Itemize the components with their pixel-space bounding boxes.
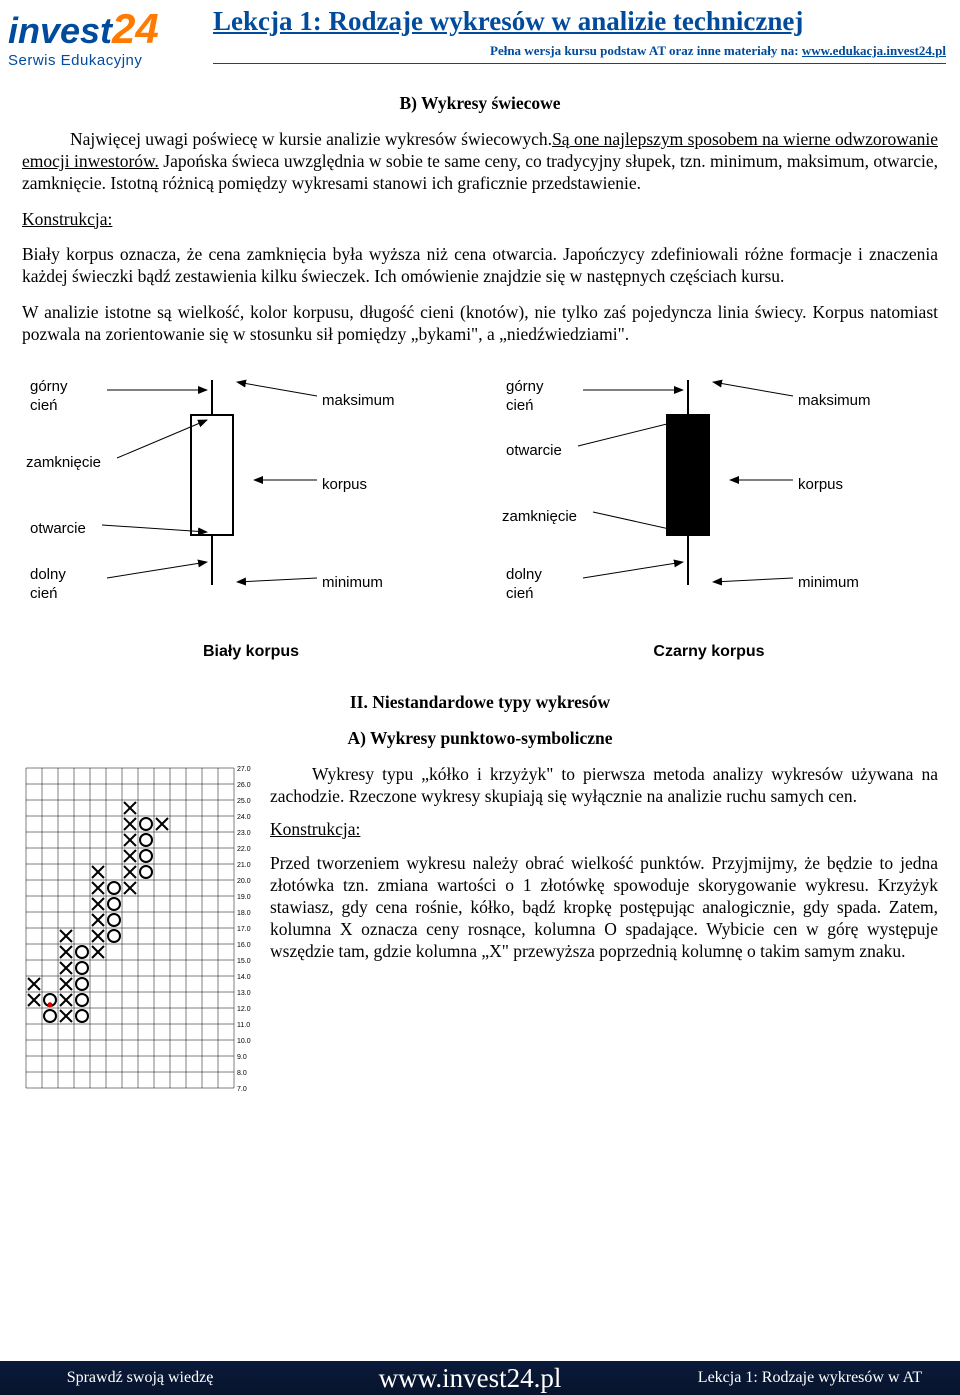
svg-text:25.0: 25.0 [237, 798, 251, 805]
section-b-heading: B) Wykresy świecowe [22, 93, 938, 115]
paragraph-3: W analizie istotne są wielkość, kolor ko… [22, 302, 938, 346]
header-rule [213, 63, 946, 64]
section-2-sub: A) Wykresy punktowo-symboliczne [22, 728, 938, 750]
paragraph-2: Biały korpus oznacza, że cena zamknięcia… [22, 244, 938, 288]
footer-mid[interactable]: www.invest24.pl [280, 1363, 660, 1394]
point-and-figure-chart: 27.0 26.0 25.0 24.0 23.0 22.0 21.0 20.0 19.0 18.0… [22, 764, 260, 1092]
header-subtitle: Pełna wersja kursu podstaw AT oraz inne … [213, 43, 946, 59]
section2-p2: Przed tworzeniem wykresu należy obrać wi… [270, 853, 938, 962]
logo-subtitle: Serwis Edukacyjny [8, 52, 213, 69]
svg-text:23.0: 23.0 [237, 830, 251, 837]
svg-text:13.0: 13.0 [237, 990, 251, 997]
svg-text:17.0: 17.0 [237, 926, 251, 933]
svg-text:14.0: 14.0 [237, 974, 251, 981]
black-candle-caption: Czarny korpus [489, 642, 929, 662]
svg-text:7.0: 7.0 [237, 1086, 247, 1092]
svg-text:10.0: 10.0 [237, 1038, 251, 1045]
svg-text:16.0: 16.0 [237, 942, 251, 949]
lesson-title: Lekcja 1: Rodzaje wykresów w analizie te… [213, 6, 946, 37]
svg-text:8.0: 8.0 [237, 1070, 247, 1077]
section2-konstrukcja: Konstrukcja: [270, 819, 938, 841]
paragraph-1: Najwięcej uwagi poświecę w kursie analiz… [22, 129, 938, 195]
svg-text:22.0: 22.0 [237, 846, 251, 853]
svg-text:9.0: 9.0 [237, 1054, 247, 1061]
header-link[interactable]: www.edukacja.invest24.pl [802, 43, 946, 58]
svg-text:27.0: 27.0 [237, 766, 251, 773]
logo-text-2: 24 [112, 5, 159, 52]
footer-bar: Sprawdź swoją wiedzę www.invest24.pl Lek… [0, 1361, 960, 1395]
svg-text:26.0: 26.0 [237, 782, 251, 789]
svg-text:20.0: 20.0 [237, 878, 251, 885]
section2-p1: Wykresy typu „kółko i krzyżyk" to pierws… [270, 764, 938, 808]
black-candle-diagram: górnycieńotwarciezamknięciedolnycieńmaks… [498, 360, 938, 620]
svg-text:11.0: 11.0 [237, 1022, 250, 1029]
svg-text:18.0: 18.0 [237, 910, 251, 917]
svg-text:15.0: 15.0 [237, 958, 251, 965]
konstrukcja-heading: Konstrukcja: [22, 209, 938, 231]
logo-text-1: invest [8, 10, 112, 51]
white-candle-diagram: górnycieńzamknięcieotwarciedolnycieńmaks… [22, 360, 462, 620]
logo: invest24 Serwis Edukacyjny [8, 6, 213, 69]
svg-text:19.0: 19.0 [237, 894, 251, 901]
section-2-title: II. Niestandardowe typy wykresów [22, 692, 938, 714]
footer-right: Lekcja 1: Rodzaje wykresów w AT [660, 1369, 960, 1387]
footer-left[interactable]: Sprawdź swoją wiedzę [0, 1369, 280, 1387]
svg-text:24.0: 24.0 [237, 814, 251, 821]
svg-text:21.0: 21.0 [237, 862, 251, 869]
white-candle-caption: Biały korpus [31, 642, 471, 662]
svg-text:12.0: 12.0 [237, 1006, 251, 1013]
